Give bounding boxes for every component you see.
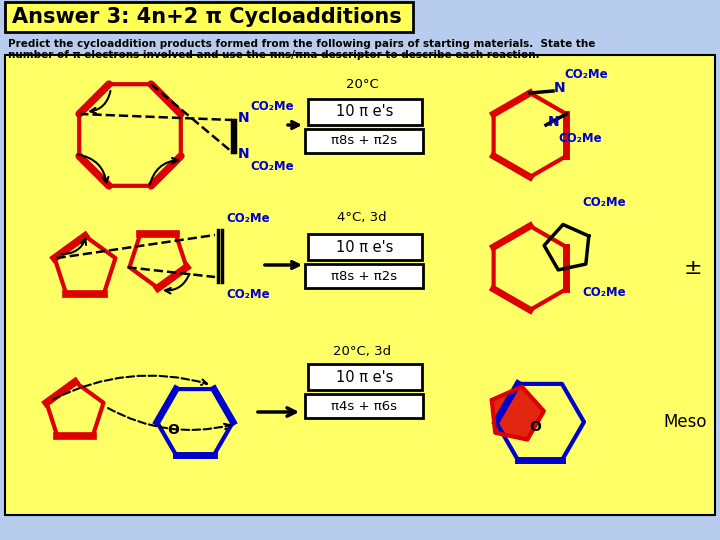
Text: N: N bbox=[238, 111, 250, 125]
Text: CO₂Me: CO₂Me bbox=[582, 287, 626, 300]
Text: ±: ± bbox=[684, 258, 702, 278]
Text: number of π electrons involved and use the πns/πna descriptor to describe each r: number of π electrons involved and use t… bbox=[8, 50, 539, 60]
Text: N: N bbox=[238, 147, 250, 161]
Bar bbox=[308, 234, 422, 260]
Text: 4°C, 3d: 4°C, 3d bbox=[337, 211, 387, 224]
Text: Answer 3: 4n+2 π Cycloadditions: Answer 3: 4n+2 π Cycloadditions bbox=[12, 7, 402, 27]
Text: O: O bbox=[167, 423, 179, 437]
Text: CO₂Me: CO₂Me bbox=[582, 197, 626, 210]
Bar bbox=[305, 129, 423, 153]
Text: N: N bbox=[554, 81, 566, 95]
Bar bbox=[5, 2, 413, 32]
Text: 20°C, 3d: 20°C, 3d bbox=[333, 346, 391, 359]
Text: Predict the cycloaddition products formed from the following pairs of starting m: Predict the cycloaddition products forme… bbox=[8, 39, 595, 49]
Text: π8s + π2s: π8s + π2s bbox=[331, 134, 397, 147]
Text: CO₂Me: CO₂Me bbox=[564, 69, 608, 82]
Bar bbox=[308, 99, 422, 125]
Bar bbox=[305, 264, 423, 288]
Text: N: N bbox=[548, 115, 559, 129]
Text: CO₂Me: CO₂Me bbox=[250, 99, 294, 112]
Text: O: O bbox=[529, 420, 541, 434]
Text: 10 π e's: 10 π e's bbox=[336, 105, 394, 119]
Text: Meso: Meso bbox=[663, 413, 707, 431]
Bar bbox=[308, 364, 422, 390]
Text: CO₂Me: CO₂Me bbox=[250, 159, 294, 172]
Bar bbox=[305, 394, 423, 418]
Text: π4s + π6s: π4s + π6s bbox=[331, 400, 397, 413]
Text: 10 π e's: 10 π e's bbox=[336, 369, 394, 384]
Bar bbox=[5, 55, 715, 515]
Text: CO₂Me: CO₂Me bbox=[226, 287, 269, 300]
Polygon shape bbox=[492, 387, 544, 440]
Text: 10 π e's: 10 π e's bbox=[336, 240, 394, 254]
Text: π8s + π2s: π8s + π2s bbox=[331, 269, 397, 282]
Text: CO₂Me: CO₂Me bbox=[558, 132, 602, 145]
Text: 20°C: 20°C bbox=[346, 78, 379, 91]
Text: CO₂Me: CO₂Me bbox=[226, 212, 269, 225]
